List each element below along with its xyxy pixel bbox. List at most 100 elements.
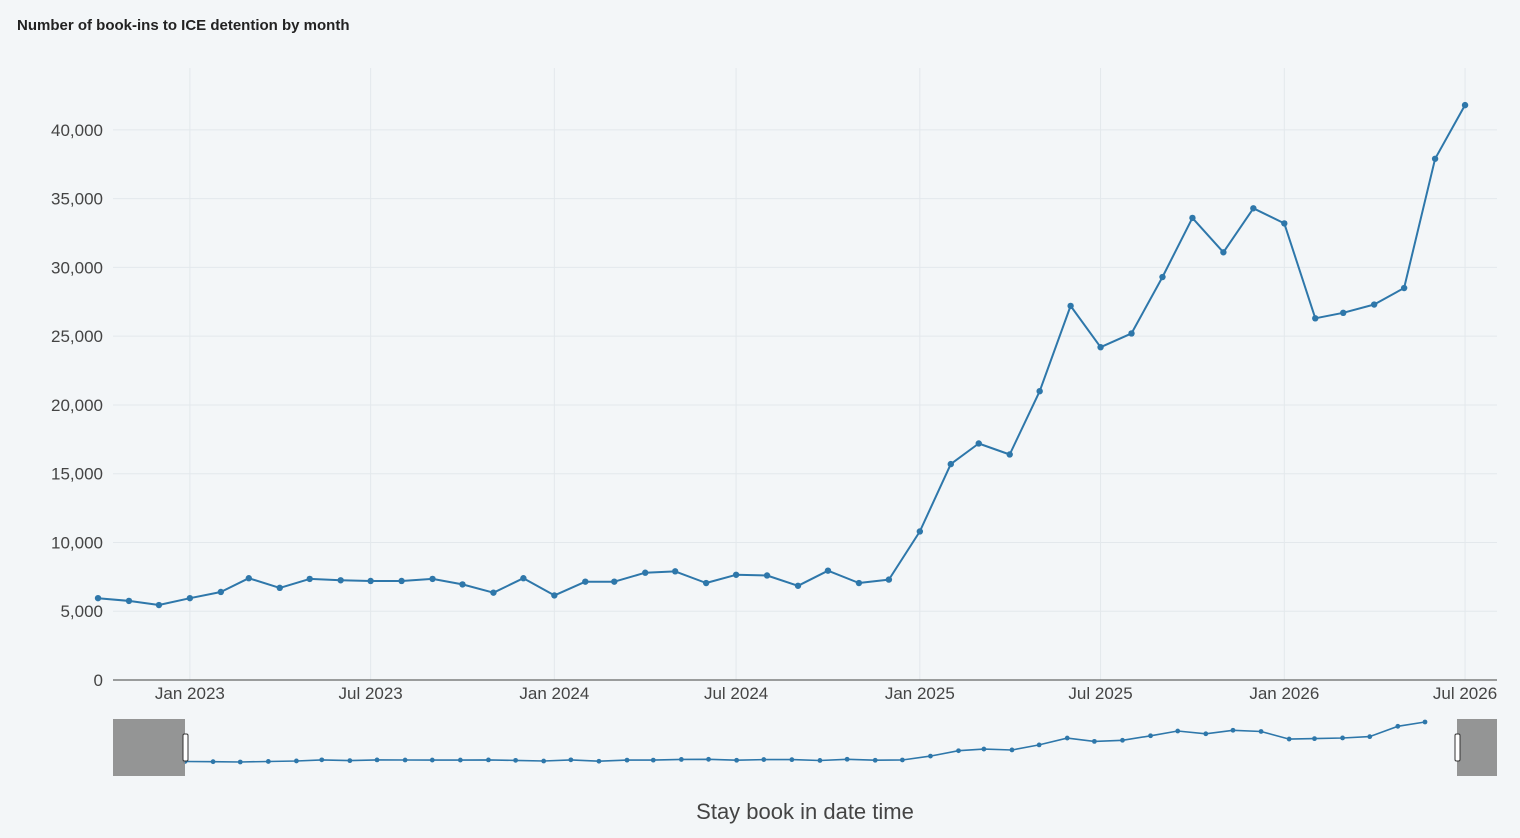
data-point[interactable]: 2024-09-01: 6,850 bbox=[794, 582, 802, 589]
data-point[interactable]: 2024-01-01: 6,150 bbox=[551, 592, 558, 599]
data-point[interactable]: 2025-08-01: 25,200 bbox=[1128, 330, 1135, 337]
data-point[interactable]: 2023-11-01: 6,350 bbox=[490, 589, 497, 596]
range-slider-point bbox=[568, 757, 574, 763]
range-slider-point bbox=[1036, 742, 1042, 748]
data-point[interactable]: 2024-11-01: 7,050 bbox=[855, 579, 863, 587]
range-slider-point bbox=[294, 758, 299, 764]
data-point[interactable]: 2024-07-01: 7,650 bbox=[732, 571, 740, 578]
data-point[interactable]: 2022-12-01: 5,450 bbox=[155, 601, 163, 609]
range-slider-point bbox=[678, 757, 684, 762]
y-tick-label: 25,000 bbox=[51, 327, 103, 346]
range-slider-background[interactable] bbox=[113, 719, 1497, 776]
range-slider-point bbox=[734, 757, 740, 763]
range-slider-point bbox=[541, 758, 547, 764]
y-axis: 0 5,000 10,000 15,000 20,000 25,000 30,000 35,0… bbox=[51, 121, 103, 690]
y-tick-label: 10,000 bbox=[51, 533, 103, 552]
data-point[interactable]: 2026-05-01: 28,500 bbox=[1400, 284, 1408, 292]
data-point[interactable]: 2025-12-01: 34,300 bbox=[1250, 205, 1257, 212]
range-slider-point bbox=[319, 757, 325, 763]
x-tick-label: Jul 2023 bbox=[338, 684, 402, 703]
data-point[interactable]: 2024-03-01: 7,150 bbox=[611, 578, 618, 585]
y-tick-label: 5,000 bbox=[60, 602, 103, 621]
data-point[interactable]: 2025-03-01: 17,200 bbox=[975, 440, 982, 447]
x-tick-label: Jan 2025 bbox=[885, 684, 955, 703]
range-slider-point bbox=[1258, 729, 1264, 734]
data-point[interactable]: 2023-10-01: 6,950 bbox=[459, 581, 466, 588]
data-point[interactable]: 2025-11-01: 31,100 bbox=[1220, 249, 1227, 256]
data-point[interactable]: 2026-07-01: 41,800 bbox=[1461, 101, 1469, 109]
range-slider-point bbox=[650, 757, 656, 763]
data-point[interactable]: 2024-02-01: 7,150 bbox=[582, 578, 589, 585]
range-slider-point bbox=[1286, 736, 1292, 742]
range-slider-handle-left[interactable] bbox=[182, 733, 189, 762]
y-tick-label: 40,000 bbox=[51, 121, 103, 140]
data-point[interactable]: 2025-02-01: 15,700 bbox=[947, 460, 954, 468]
data-point[interactable]: 2023-09-01: 7,350 bbox=[429, 575, 436, 583]
range-slider-point bbox=[624, 757, 630, 763]
data-point[interactable]: 2026-03-01: 26,700 bbox=[1340, 309, 1347, 316]
range-slider-point bbox=[1340, 735, 1345, 741]
range-slider-point bbox=[237, 759, 243, 765]
range-slider-point bbox=[596, 758, 602, 764]
chart-title: Number of book-ins to ICE detention by m… bbox=[17, 17, 350, 34]
data-point[interactable]: 2023-08-01: 7,200 bbox=[398, 577, 405, 585]
data-point[interactable]: 2023-01-01: 5,950 bbox=[186, 594, 194, 602]
range-slider-point bbox=[789, 757, 795, 763]
range-slider-point bbox=[374, 757, 380, 763]
data-point[interactable]: 2023-05-01: 7,350 bbox=[306, 575, 313, 583]
data-point[interactable]: 2025-05-01: 21,000 bbox=[1036, 387, 1043, 395]
data-point[interactable]: 2023-12-01: 7,400 bbox=[520, 575, 527, 582]
data-point[interactable]: 2022-10-01: 5,950 bbox=[94, 594, 102, 602]
data-point[interactable]: 2023-06-01: 7,250 bbox=[337, 577, 344, 584]
range-slider-point bbox=[817, 758, 823, 763]
range-slider-point bbox=[1230, 727, 1236, 733]
data-point[interactable]: 2024-12-01: 7,300 bbox=[885, 576, 893, 583]
data-point[interactable]: 2025-01-01: 10,800 bbox=[916, 528, 924, 535]
range-slider-point bbox=[210, 759, 216, 765]
range-slider-point bbox=[457, 757, 463, 763]
range-slider-point bbox=[1367, 734, 1373, 740]
range-slider-point bbox=[981, 746, 987, 752]
range-slider-point bbox=[429, 757, 435, 763]
range-slider-handle-right[interactable] bbox=[1454, 733, 1461, 762]
data-point[interactable]: 2025-09-01: 29,300 bbox=[1159, 273, 1166, 281]
data-point[interactable]: 2024-04-01: 7,800 bbox=[642, 569, 649, 576]
x-axis: Jan 2023 Jul 2023 Jan 2024 Jul 2024 Jan 2025… bbox=[155, 684, 1497, 703]
data-point[interactable]: 2025-10-01: 33,600 bbox=[1189, 214, 1196, 222]
range-slider-point bbox=[956, 748, 961, 754]
range-slider-point bbox=[1064, 735, 1070, 741]
data-point[interactable]: 2025-04-01: 16,400 bbox=[1006, 451, 1013, 458]
x-tick-label: Jan 2026 bbox=[1249, 684, 1319, 703]
y-tick-label: 0 bbox=[94, 671, 103, 690]
data-point[interactable]: 2024-05-01: 7,900 bbox=[671, 568, 679, 575]
range-slider-point bbox=[1120, 737, 1125, 743]
data-point[interactable]: 2023-02-01: 6,400 bbox=[217, 588, 225, 596]
range-slider-mask-left bbox=[113, 719, 185, 776]
range-slider-point bbox=[761, 757, 767, 762]
data-point[interactable]: 2024-08-01: 7,600 bbox=[763, 572, 771, 579]
data-point[interactable]: 2026-01-01: 33,200 bbox=[1281, 220, 1288, 227]
data-point[interactable]: 2026-02-01: 26,300 bbox=[1312, 315, 1319, 322]
data-point[interactable]: 2024-10-01: 7,950 bbox=[824, 567, 832, 574]
data-point[interactable]: 2025-07-01: 24,200 bbox=[1097, 343, 1104, 351]
data-point[interactable]: 2022-11-01: 5,750 bbox=[125, 597, 133, 605]
plot-area[interactable]: 2022-10-01: 5,950 2022-11-01: 5,750 2022-1… bbox=[94, 101, 1469, 609]
data-point[interactable]: 2023-07-01: 7,200 bbox=[367, 577, 374, 585]
range-slider-point bbox=[706, 756, 711, 762]
data-point[interactable]: 2023-03-01: 7,400 bbox=[245, 575, 253, 582]
x-axis-title: Stay book in date time bbox=[696, 799, 914, 824]
data-point[interactable]: 2026-04-01: 27,300 bbox=[1370, 301, 1378, 308]
data-point[interactable]: 2023-04-01: 6,700 bbox=[276, 584, 283, 592]
data-point[interactable]: 2024-06-01: 7,050 bbox=[702, 579, 710, 587]
range-slider-point bbox=[872, 757, 878, 763]
range-slider-point bbox=[1422, 719, 1428, 725]
range-slider-line bbox=[184, 721, 1426, 763]
x-tick-label: Jan 2024 bbox=[519, 684, 589, 703]
x-tick-label: Jul 2024 bbox=[704, 684, 768, 703]
range-slider-point bbox=[265, 759, 271, 764]
range-slider[interactable] bbox=[113, 719, 1497, 776]
data-point[interactable]: 2026-06-01: 37,900 bbox=[1431, 155, 1439, 162]
data-point[interactable]: 2025-06-01: 27,200 bbox=[1067, 302, 1074, 310]
